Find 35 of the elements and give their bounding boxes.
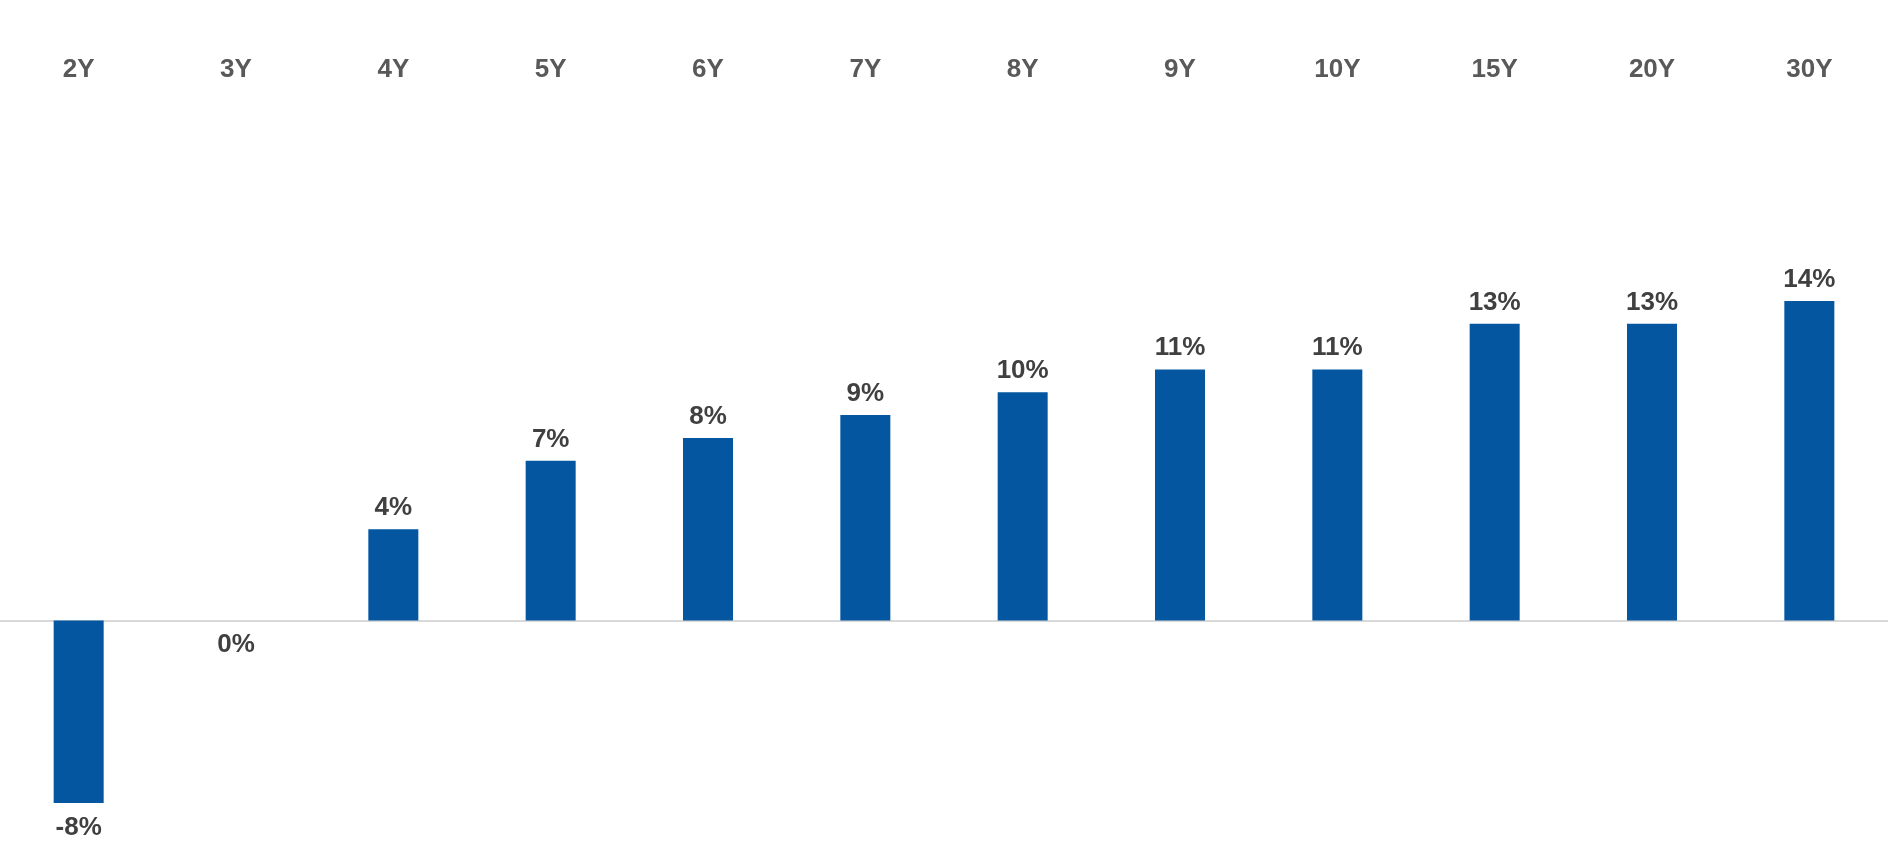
x-tick-label: 15Y — [1471, 53, 1518, 83]
data-label: 13% — [1468, 285, 1521, 316]
x-tick-label: 20Y — [1628, 53, 1676, 83]
x-tick-label: 9Y — [1164, 53, 1196, 83]
data-label: 11% — [1312, 331, 1363, 362]
data-label: 7% — [531, 422, 570, 453]
bar — [53, 620, 104, 803]
data-label: 13% — [1625, 285, 1679, 316]
data-label: 10% — [996, 354, 1049, 385]
bar — [997, 392, 1048, 621]
bar — [1784, 301, 1835, 621]
bar — [1469, 323, 1520, 621]
bar — [683, 437, 733, 621]
x-tick-label: 6Y — [692, 53, 724, 83]
bar — [525, 460, 576, 621]
x-tick-label: 10Y — [1314, 53, 1361, 83]
x-tick-label: 30Y — [1786, 53, 1833, 83]
x-tick-label: 8Y — [1006, 53, 1039, 83]
bar — [1627, 323, 1677, 621]
data-label: 0% — [217, 628, 255, 659]
x-tick-label: 2Y — [62, 53, 95, 83]
x-tick-label: 4Y — [377, 53, 410, 83]
data-label: 4% — [374, 491, 413, 522]
bar — [1155, 369, 1205, 621]
x-tick-label: 3Y — [220, 53, 252, 83]
bar — [1312, 369, 1363, 621]
x-tick-label: 7Y — [849, 53, 882, 83]
data-label: -8% — [55, 811, 102, 841]
data-label: 8% — [689, 399, 727, 430]
data-label: 9% — [846, 377, 885, 408]
data-label: 14% — [1783, 263, 1836, 293]
x-tick-label: 5Y — [534, 53, 567, 83]
bar — [368, 529, 419, 621]
data-label: 11% — [1154, 331, 1206, 362]
bar — [840, 415, 891, 621]
